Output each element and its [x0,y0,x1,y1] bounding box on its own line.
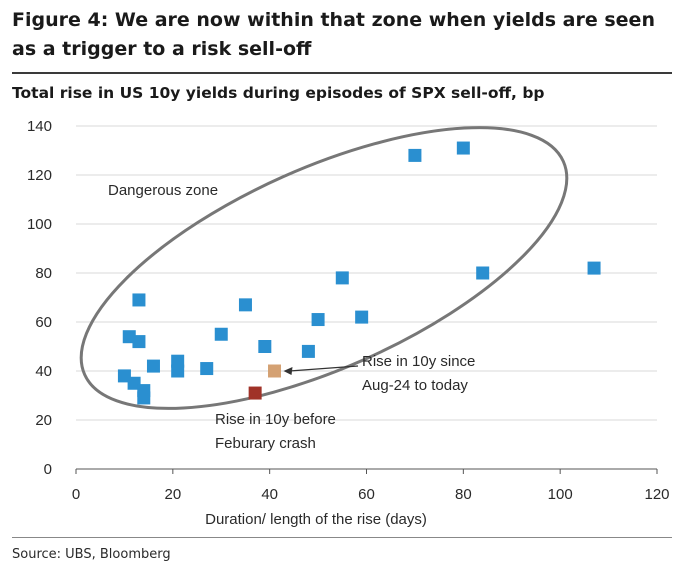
current-annotation-line2: Aug-24 to today [362,377,468,394]
february-annotation-line1: Rise in 10y before [215,411,336,428]
y-tick-label-20: 20 [35,412,52,429]
data-point [258,340,272,353]
data-points [117,141,601,405]
february-point [248,386,262,400]
data-point [408,148,422,162]
x-tick-label-80: 80 [455,486,472,503]
data-point [171,364,185,378]
y-tick-label-0: 0 [44,461,52,478]
x-tick-label-20: 20 [164,486,181,503]
y-tick-label-60: 60 [35,314,52,331]
data-point [301,344,315,358]
data-point [587,261,601,275]
title-divider [12,72,672,74]
data-point [456,141,470,155]
x-axis-ticks: 0 20 40 60 80 100 120 [72,469,670,503]
y-tick-label-100: 100 [27,216,52,233]
source-divider [12,537,672,538]
data-point [311,313,325,327]
x-tick-label-120: 120 [644,486,669,503]
dangerous-zone-ellipse [79,126,569,410]
y-tick-label-140: 140 [27,118,52,135]
data-point [335,271,349,285]
x-tick-label-40: 40 [261,486,278,503]
data-point [476,266,490,280]
y-tick-label-120: 120 [27,167,52,184]
data-point [355,310,369,324]
data-point [132,335,146,349]
current-point [268,364,282,378]
february-annotation-line2: Feburary crash [215,435,316,452]
figure-title: Figure 4: We are now within that zone wh… [12,9,655,60]
data-point [132,293,146,307]
y-tick-label-80: 80 [35,265,52,282]
data-point [171,354,185,368]
y-axis-ticks: 0 20 40 60 80 100 120 140 [27,118,52,478]
current-annotation-arrow [289,365,359,372]
dangerous-zone-label: Dangerous zone [108,182,218,199]
gridlines [76,125,657,421]
x-tick-label-0: 0 [72,486,80,503]
current-annotation-line1: Rise in 10y since [362,353,475,370]
data-point [146,359,160,373]
current-annotation-arrowhead [283,367,293,375]
x-tick-label-100: 100 [548,486,573,503]
data-point [214,327,228,341]
data-point [238,298,252,312]
source-note: Source: UBS, Bloomberg [12,547,171,562]
y-tick-label-40: 40 [35,363,52,380]
data-point [137,384,151,398]
x-tick-label-60: 60 [358,486,375,503]
data-point [200,362,214,376]
x-axis-label: Duration/ length of the rise (days) [205,511,427,528]
chart-title: Total rise in US 10y yields during episo… [12,84,545,102]
